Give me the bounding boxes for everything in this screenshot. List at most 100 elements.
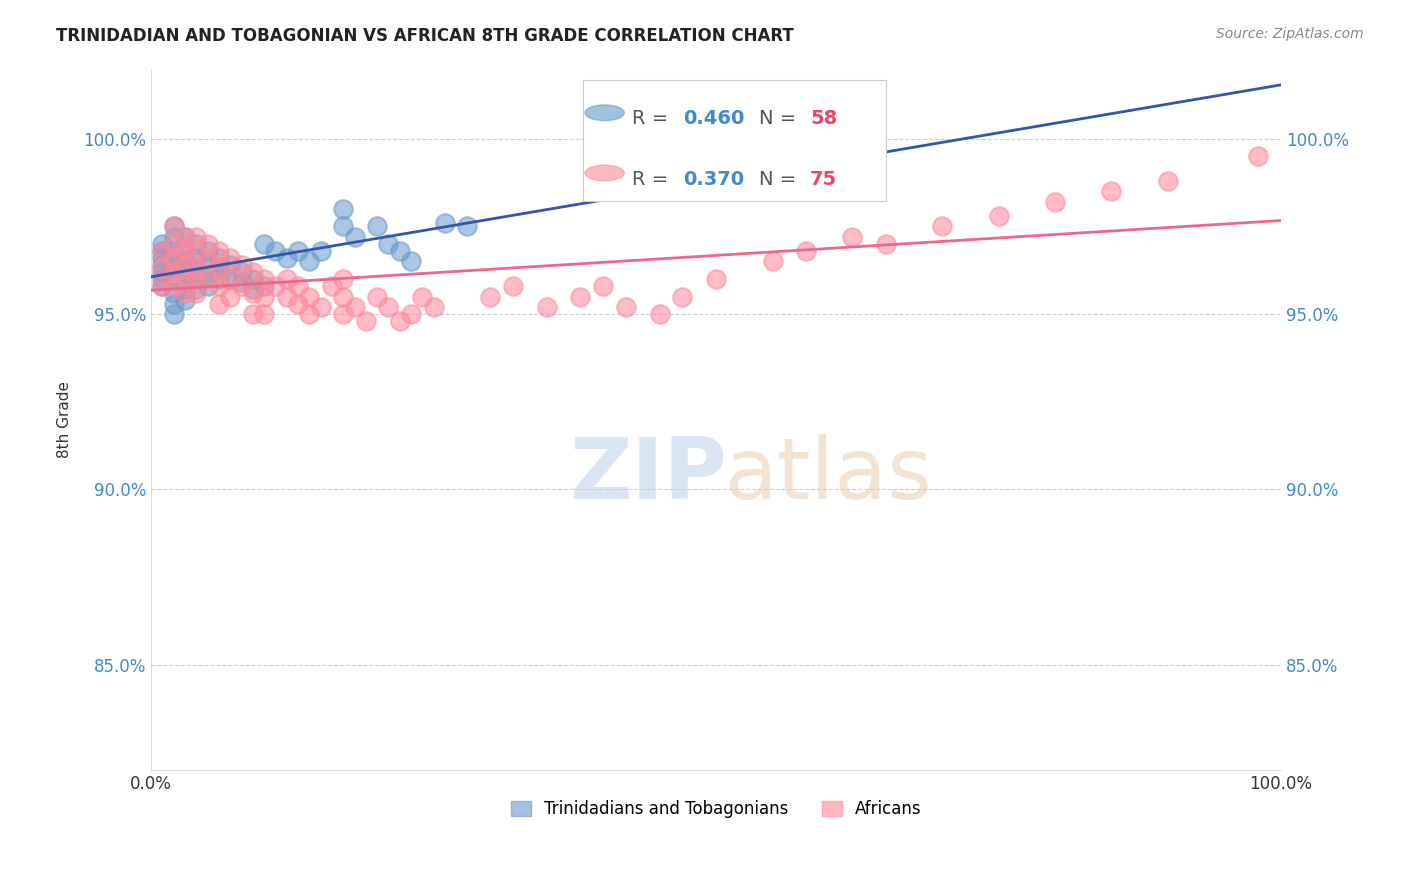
Point	[152, 279, 174, 293]
Point	[411, 289, 433, 303]
Point	[332, 289, 354, 303]
Point	[219, 272, 242, 286]
Point	[208, 272, 231, 286]
Text: 0.370: 0.370	[683, 169, 744, 188]
Point	[186, 251, 208, 265]
Point	[152, 251, 174, 265]
Point	[276, 272, 298, 286]
Point	[242, 285, 264, 300]
Point	[309, 300, 332, 314]
Point	[163, 219, 186, 234]
Point	[197, 244, 219, 258]
Point	[343, 300, 366, 314]
Point	[208, 261, 231, 276]
Point	[231, 276, 253, 290]
Point	[174, 293, 197, 307]
Legend: Trinidadians and Tobagonians, Africans: Trinidadians and Tobagonians, Africans	[503, 794, 928, 825]
Point	[163, 251, 186, 265]
Point	[1101, 184, 1123, 198]
Point	[242, 272, 264, 286]
Point	[253, 272, 276, 286]
Text: TRINIDADIAN AND TOBAGONIAN VS AFRICAN 8TH GRADE CORRELATION CHART: TRINIDADIAN AND TOBAGONIAN VS AFRICAN 8T…	[56, 27, 794, 45]
Point	[253, 236, 276, 251]
Point	[761, 254, 783, 268]
Point	[163, 279, 186, 293]
Point	[276, 289, 298, 303]
Point	[377, 236, 399, 251]
Point	[174, 244, 197, 258]
Point	[163, 219, 186, 234]
Point	[987, 209, 1010, 223]
Point	[163, 251, 186, 265]
Point	[399, 254, 422, 268]
Point	[152, 244, 174, 258]
Point	[163, 230, 186, 244]
Point	[321, 279, 343, 293]
Point	[186, 236, 208, 251]
Point	[671, 289, 693, 303]
Point	[298, 254, 321, 268]
Point	[253, 307, 276, 321]
Point	[479, 289, 502, 303]
Point	[253, 279, 276, 293]
Point	[208, 296, 231, 310]
Point	[264, 244, 287, 258]
Point	[163, 265, 186, 279]
Point	[152, 258, 174, 272]
Point	[197, 258, 219, 272]
Point	[174, 276, 197, 290]
Text: Source: ZipAtlas.com: Source: ZipAtlas.com	[1216, 27, 1364, 41]
Point	[242, 265, 264, 279]
Point	[163, 307, 186, 321]
Point	[569, 289, 592, 303]
Text: 58: 58	[810, 110, 838, 128]
Circle shape	[585, 105, 624, 120]
Point	[163, 244, 186, 258]
Point	[298, 289, 321, 303]
Point	[875, 236, 897, 251]
Point	[197, 268, 219, 283]
Point	[219, 272, 242, 286]
Text: N =: N =	[759, 110, 803, 128]
Point	[152, 272, 174, 286]
Point	[152, 244, 174, 258]
Point	[502, 279, 524, 293]
Point	[614, 300, 637, 314]
Point	[174, 230, 197, 244]
Point	[264, 279, 287, 293]
Point	[174, 265, 197, 279]
Point	[163, 296, 186, 310]
Point	[422, 300, 444, 314]
Point	[219, 289, 242, 303]
Text: 75: 75	[810, 169, 838, 188]
Point	[648, 307, 671, 321]
Point	[332, 202, 354, 216]
Point	[197, 254, 219, 268]
Point	[332, 219, 354, 234]
Point	[433, 216, 456, 230]
Point	[186, 285, 208, 300]
Point	[152, 236, 174, 251]
Point	[366, 289, 388, 303]
Point	[841, 230, 863, 244]
Point	[1157, 174, 1180, 188]
Point	[388, 314, 411, 328]
Point	[592, 279, 614, 293]
Point	[704, 272, 727, 286]
Point	[208, 261, 231, 276]
Point	[208, 251, 231, 265]
Point	[1247, 149, 1270, 163]
Point	[174, 272, 197, 286]
Point	[186, 230, 208, 244]
Point	[186, 272, 208, 286]
Text: 0.460: 0.460	[683, 110, 745, 128]
Point	[208, 279, 231, 293]
Text: atlas: atlas	[725, 434, 934, 516]
Point	[231, 279, 253, 293]
Point	[287, 279, 309, 293]
Point	[231, 258, 253, 272]
Point	[354, 314, 377, 328]
Point	[186, 272, 208, 286]
Point	[796, 244, 818, 258]
Point	[197, 279, 219, 293]
